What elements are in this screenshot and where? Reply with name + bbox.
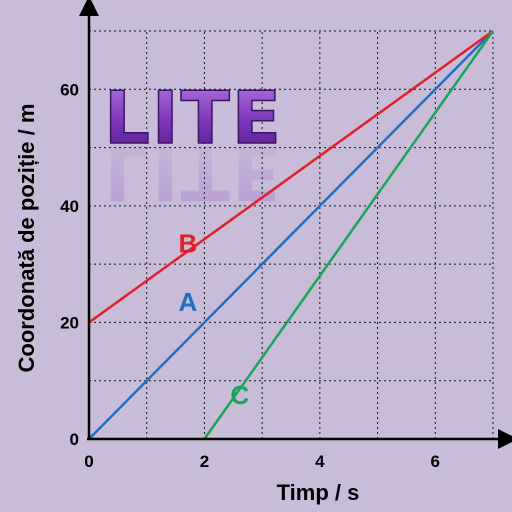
series-line-a <box>88 30 494 440</box>
series-label-b: B <box>178 228 197 258</box>
series-labels: AB C <box>178 228 249 410</box>
series-label-a: A <box>178 287 197 317</box>
x-tick-label: 4 <box>315 452 325 471</box>
axes <box>79 0 512 449</box>
y-tick-label: 0 <box>70 430 79 449</box>
y-axis-title: Coordonată de poziție / m <box>14 104 39 373</box>
series-label-c: C <box>230 380 249 410</box>
x-tick-label: 2 <box>200 452 209 471</box>
x-axis-title: Timp / s <box>277 480 360 505</box>
x-tick-label: 0 <box>84 452 93 471</box>
y-tick-label: 20 <box>60 313 79 332</box>
y-tick-label: 60 <box>60 80 79 99</box>
logo-reflection: LITE <box>104 127 283 215</box>
y-tick-label: 40 <box>60 197 79 216</box>
logo-text: LITE <box>104 76 283 160</box>
lite-logo: LITE LITE <box>103 75 283 215</box>
series-lines <box>88 29 495 440</box>
series-line-b <box>88 29 494 324</box>
x-tick-label: 6 <box>431 452 440 471</box>
grid <box>89 30 494 439</box>
series-line-c <box>203 30 495 440</box>
